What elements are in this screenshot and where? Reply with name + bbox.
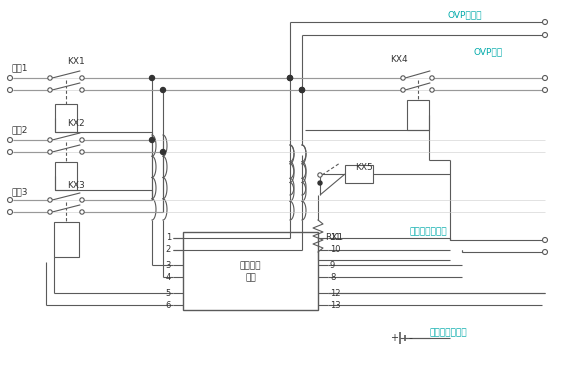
Circle shape: [318, 181, 322, 185]
Circle shape: [80, 76, 84, 80]
Bar: [183, 232, 318, 310]
Text: 10: 10: [330, 245, 340, 255]
Text: 6: 6: [166, 300, 171, 310]
Text: RX1: RX1: [325, 234, 343, 242]
Text: KX1: KX1: [67, 58, 85, 66]
Text: 13: 13: [330, 300, 341, 310]
Circle shape: [287, 76, 292, 80]
Text: 4: 4: [166, 272, 171, 282]
Text: 5: 5: [166, 289, 171, 297]
Circle shape: [149, 138, 154, 142]
Bar: [55, 104, 77, 132]
Text: KX2: KX2: [67, 120, 84, 128]
Circle shape: [401, 88, 405, 92]
Circle shape: [80, 198, 84, 202]
Text: KX5: KX5: [355, 163, 373, 172]
Circle shape: [149, 76, 154, 80]
Circle shape: [299, 87, 304, 93]
Circle shape: [430, 76, 434, 80]
Circle shape: [7, 210, 13, 214]
Text: KX3: KX3: [67, 182, 85, 190]
Text: 8: 8: [330, 272, 335, 282]
Circle shape: [80, 150, 84, 154]
Text: 1: 1: [166, 234, 171, 242]
Text: 原小功率: 原小功率: [240, 262, 261, 270]
Bar: [54, 222, 79, 257]
Circle shape: [48, 150, 52, 154]
Circle shape: [48, 76, 52, 80]
Circle shape: [543, 238, 548, 242]
Circle shape: [48, 88, 52, 92]
Circle shape: [543, 249, 548, 255]
Text: 9: 9: [330, 261, 335, 269]
Bar: [55, 162, 77, 190]
Text: KX4: KX4: [390, 55, 408, 65]
Text: 继电器供电电源: 继电器供电电源: [430, 328, 467, 338]
Text: OVP输入: OVP输入: [473, 48, 502, 56]
Text: 12: 12: [330, 289, 340, 297]
Circle shape: [48, 198, 52, 202]
Text: 3: 3: [166, 261, 171, 269]
Circle shape: [48, 138, 52, 142]
Text: 11: 11: [330, 234, 340, 242]
Circle shape: [543, 76, 548, 80]
Circle shape: [299, 87, 304, 93]
Bar: [406, 100, 429, 130]
Circle shape: [161, 87, 165, 93]
Circle shape: [7, 76, 13, 80]
Text: -: -: [408, 333, 412, 343]
Circle shape: [318, 173, 322, 177]
Text: 输入2: 输入2: [11, 125, 27, 134]
Circle shape: [7, 87, 13, 93]
Circle shape: [543, 87, 548, 93]
Circle shape: [80, 210, 84, 214]
Text: 2: 2: [166, 245, 171, 255]
Circle shape: [80, 88, 84, 92]
Circle shape: [7, 149, 13, 155]
Text: 输入1: 输入1: [11, 63, 27, 72]
Circle shape: [161, 149, 165, 155]
Circle shape: [543, 20, 548, 24]
Circle shape: [80, 138, 84, 142]
Text: OVP测试点: OVP测试点: [447, 10, 482, 20]
Text: 部分: 部分: [245, 273, 256, 283]
Circle shape: [7, 197, 13, 203]
Circle shape: [543, 32, 548, 38]
Circle shape: [7, 138, 13, 142]
Bar: [345, 165, 373, 183]
Circle shape: [430, 88, 434, 92]
Circle shape: [287, 76, 292, 80]
Text: 短路电流测试点: 短路电流测试点: [410, 228, 447, 237]
Text: 输入3: 输入3: [11, 187, 27, 197]
Circle shape: [48, 210, 52, 214]
Text: +: +: [390, 333, 398, 343]
Circle shape: [401, 76, 405, 80]
